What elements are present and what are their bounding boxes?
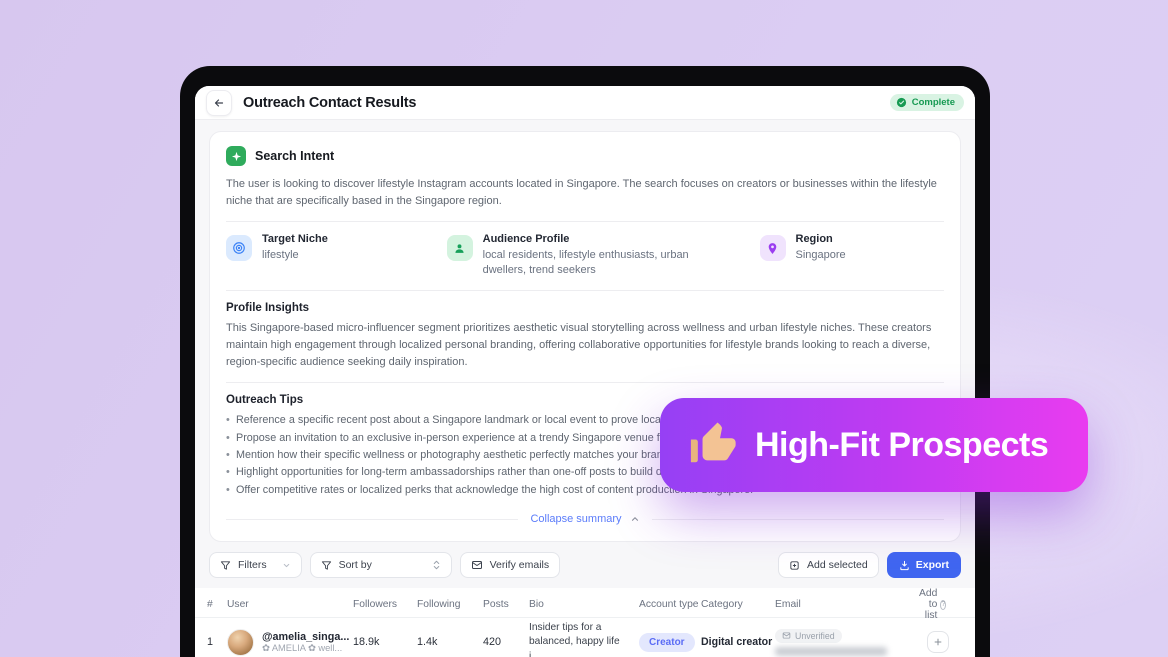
followers-value: 18.9k [353, 636, 380, 649]
tip-item: Mention how their specific wellness or p… [226, 447, 944, 465]
thumbs-up-icon [686, 418, 740, 472]
profile-insights-title: Profile Insights [226, 301, 310, 314]
user-handle: @amelia_singa... [262, 630, 350, 643]
attribute-audience-profile: Audience Profile local residents, lifest… [446, 233, 746, 279]
arrow-left-icon [213, 97, 225, 109]
col-header-posts: Posts [483, 599, 509, 611]
high-fit-prospects-banner: High-Fit Prospects [660, 398, 1088, 492]
app-window: Outreach Contact Results Complete Searc [195, 86, 975, 657]
download-icon [899, 560, 910, 571]
sort-by-dropdown[interactable]: Sort by [309, 552, 452, 579]
col-header-email: Email [775, 599, 801, 611]
search-intent-title: Search Intent [255, 149, 335, 163]
tip-item: Propose an invitation to an exclusive in… [226, 430, 944, 448]
search-intent-description: The user is looking to discover lifestyl… [226, 178, 937, 208]
divider [226, 289, 944, 291]
divider [651, 518, 944, 520]
divider [226, 221, 944, 223]
attribute-region: Region Singapore [759, 233, 944, 279]
col-header-bio: Bio [529, 599, 544, 611]
export-button[interactable]: Export [886, 552, 961, 579]
table-header-row: # User Followers Following Posts Bio Acc… [195, 588, 975, 622]
bio-text: Insider tips for a balanced, happy life … [529, 622, 620, 657]
results-table: # User Followers Following Posts Bio Acc… [195, 588, 975, 657]
filters-label: Filters [238, 559, 267, 572]
col-header-index: # [207, 599, 213, 611]
results-toolbar: Filters Sort by [209, 552, 961, 579]
status-badge: Complete [889, 94, 964, 111]
chevron-up-icon [630, 514, 640, 524]
user-subtitle: ✿ AMELIA ✿ well... [262, 642, 343, 653]
check-circle-icon [896, 97, 907, 108]
attribute-value: lifestyle [262, 249, 299, 262]
attribute-value: local residents, lifestyle enthusiasts, … [482, 249, 689, 277]
divider [226, 382, 944, 384]
device-frame: Outreach Contact Results Complete Searc [180, 66, 990, 657]
window-header: Outreach Contact Results Complete [195, 86, 975, 120]
tip-item: Offer competitive rates or localized per… [226, 482, 944, 500]
person-icon [446, 235, 473, 262]
attribute-label: Target Niche [262, 233, 328, 246]
posts-value: 420 [483, 636, 502, 649]
outreach-tips-title: Outreach Tips [226, 394, 304, 407]
collapse-summary-button[interactable]: Collapse summary [530, 513, 639, 525]
blurred-email [775, 646, 887, 656]
add-to-list-icon [789, 560, 800, 571]
attribute-label: Audience Profile [482, 233, 570, 246]
account-type-badge: Creator [639, 633, 695, 653]
category-value: Digital creator [701, 636, 773, 649]
attribute-value: Singapore [795, 249, 846, 262]
divider [226, 518, 519, 520]
sparkle-icon [226, 146, 246, 166]
page-title: Outreach Contact Results [243, 94, 417, 111]
envelope-icon [782, 631, 791, 640]
verify-emails-button[interactable]: Verify emails [459, 552, 561, 579]
col-header-user: User [227, 599, 249, 611]
add-selected-label: Add selected [807, 559, 868, 572]
funnel-icon [321, 560, 332, 571]
attributes-row: Target Niche lifestyle Audience Profile … [226, 233, 944, 279]
add-to-list-button[interactable] [927, 631, 949, 654]
col-header-add-to-list: Add to list ? [919, 588, 947, 622]
collapse-summary-row: Collapse summary [226, 513, 944, 525]
location-pin-icon [759, 235, 786, 262]
col-header-followers: Followers [353, 599, 398, 611]
col-header-account-type: Account type [639, 599, 699, 611]
envelope-icon [471, 559, 483, 571]
attribute-label: Region [795, 233, 833, 246]
collapse-summary-label: Collapse summary [530, 513, 622, 526]
avatar [227, 628, 254, 656]
email-status-chip: Unverified [775, 628, 842, 643]
verify-emails-label: Verify emails [489, 559, 550, 572]
row-index: 1 [207, 636, 214, 649]
banner-title: High-Fit Prospects [755, 425, 1049, 464]
summary-card: Search Intent The user is looking to dis… [209, 131, 961, 543]
status-badge-label: Complete [911, 97, 955, 108]
chevron-down-icon [282, 561, 291, 570]
col-header-following: Following [417, 599, 461, 611]
col-header-category: Category [701, 599, 743, 611]
funnel-icon [220, 560, 231, 571]
following-value: 1.4k [417, 636, 438, 649]
back-button[interactable] [206, 89, 232, 116]
table-row[interactable]: 1 @amelia_singa... ✿ AMELIA ✿ well... 18… [195, 618, 975, 657]
sort-by-label: Sort by [338, 559, 372, 572]
email-cell: Unverified [775, 628, 915, 656]
export-label: Export [915, 559, 949, 572]
attribute-target-niche: Target Niche lifestyle [226, 233, 433, 279]
target-icon [226, 235, 252, 262]
user-cell[interactable]: @amelia_singa... ✿ AMELIA ✿ well... [227, 628, 353, 656]
profile-insights-text: This Singapore-based micro-influencer se… [226, 321, 932, 368]
filters-dropdown[interactable]: Filters [209, 552, 302, 579]
sort-arrows-icon [432, 559, 441, 571]
email-status-label: Unverified [795, 630, 835, 641]
plus-icon [933, 637, 943, 647]
tip-item: Reference a specific recent post about a… [226, 412, 944, 430]
help-icon[interactable]: ? [940, 599, 947, 610]
main-content: Search Intent The user is looking to dis… [195, 120, 975, 657]
add-selected-button[interactable]: Add selected [778, 552, 879, 579]
